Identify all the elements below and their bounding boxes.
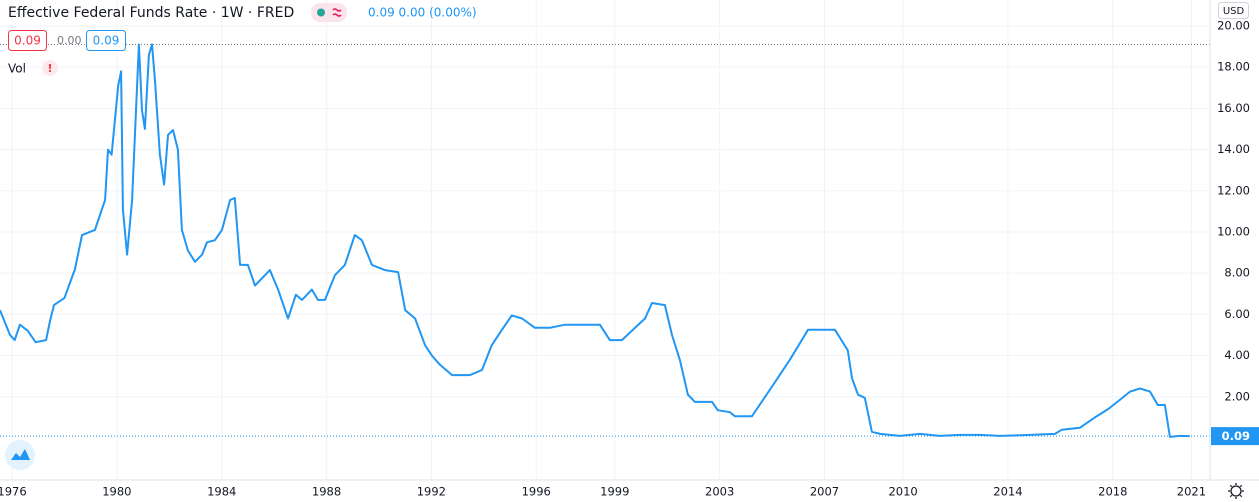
logo-icon bbox=[11, 449, 30, 460]
x-tick-label: 1992 bbox=[417, 485, 446, 499]
settings-icon[interactable] bbox=[1228, 483, 1244, 499]
grid bbox=[0, 0, 1210, 480]
y-tick-label: 18.00 bbox=[1217, 60, 1250, 74]
last-price-label: 0.09 bbox=[1222, 429, 1250, 443]
x-tick-label: 1980 bbox=[102, 485, 131, 499]
legend-values: 0.09 0.00 (0.00%) bbox=[368, 6, 477, 20]
indicator-icon bbox=[332, 8, 342, 17]
logo[interactable] bbox=[5, 440, 35, 470]
bid-box bbox=[8, 30, 47, 51]
x-tick-label: 2003 bbox=[705, 485, 734, 499]
x-tick-label: 1984 bbox=[207, 485, 236, 499]
y-tick-label: 10.00 bbox=[1217, 224, 1250, 238]
x-tick-label: 1976 bbox=[0, 485, 27, 499]
x-tick-label: 1988 bbox=[312, 485, 341, 499]
volume-label: Vol bbox=[8, 62, 26, 76]
series-line bbox=[0, 43, 1190, 438]
indicator-badge[interactable] bbox=[311, 3, 347, 22]
y-tick-label: 14.00 bbox=[1217, 142, 1250, 156]
chart-title: Effective Federal Funds Rate · 1W · FRED bbox=[8, 5, 294, 21]
x-tick-label: 1999 bbox=[600, 485, 629, 499]
plot bbox=[0, 43, 1210, 438]
y-tick-label: 4.00 bbox=[1224, 348, 1250, 362]
x-tick-label: 1996 bbox=[522, 485, 551, 499]
ask-price: 0.09 bbox=[93, 34, 120, 48]
status-dot bbox=[317, 8, 325, 17]
bid-price: 0.09 bbox=[14, 34, 41, 48]
x-tick-label: 2010 bbox=[888, 485, 917, 499]
y-tick-label: 6.00 bbox=[1224, 307, 1250, 321]
y-tick-label: 12.00 bbox=[1217, 183, 1250, 197]
currency-box[interactable] bbox=[1218, 2, 1249, 19]
y-tick-label: 16.00 bbox=[1217, 101, 1250, 115]
currency: USD bbox=[1223, 6, 1245, 17]
warning-badge[interactable] bbox=[42, 60, 58, 76]
last-price-box bbox=[1211, 427, 1259, 446]
y-tick-label: 2.00 bbox=[1224, 389, 1250, 403]
x-tick-label: 2014 bbox=[993, 485, 1022, 499]
spread: 0.00 bbox=[57, 34, 82, 47]
x-tick-label: 2007 bbox=[810, 485, 839, 499]
ask-box bbox=[86, 30, 126, 51]
y-tick-label: 8.00 bbox=[1224, 266, 1250, 280]
x-tick-label: 2018 bbox=[1098, 485, 1127, 499]
y-tick-label: 20.00 bbox=[1217, 18, 1250, 32]
warning-icon: ! bbox=[47, 62, 52, 75]
x-tick-label: 2021 bbox=[1177, 485, 1206, 499]
